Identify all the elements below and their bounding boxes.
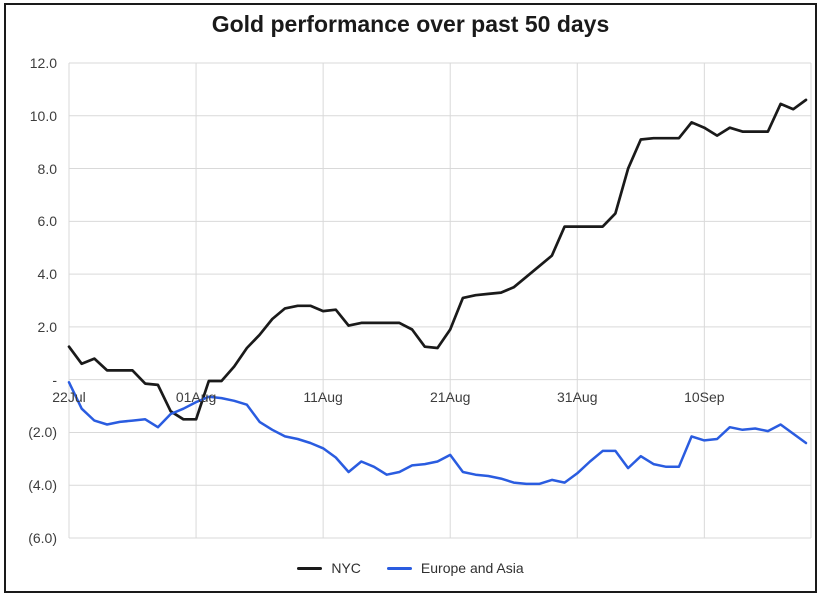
x-axis-label: 21Aug [429,388,471,405]
y-axis-label: 6.0 [37,213,57,230]
x-axis-label: 22Jul [52,388,86,405]
y-axis-label: 12.0 [29,55,57,71]
x-axis-label: 01Aug [175,388,217,405]
series-line-europe-and-asia [67,381,808,486]
series-line-nyc [67,98,808,421]
y-axis-label: (2.0) [28,424,57,441]
x-axis-label: 11Aug [303,388,343,405]
legend-item-europe-asia: Europe and Asia [386,560,524,576]
x-axis-label: 31Aug [557,388,598,405]
y-axis-label: 8.0 [37,160,57,177]
nyc-line-swatch-icon [297,566,323,570]
y-axis-label: (6.0) [28,530,57,546]
legend-item-nyc: NYC [297,560,361,576]
y-axis-label: 4.0 [37,266,57,283]
legend-label-nyc: NYC [331,560,361,576]
europe-asia-line-swatch-icon [386,566,412,570]
x-axis-label: 10Sep [684,388,725,405]
legend-label-europe-asia: Europe and Asia [420,560,524,576]
y-axis-label: 10.0 [29,107,57,124]
y-axis-label: - [52,371,57,388]
y-axis-label: (4.0) [28,477,57,494]
legend: NYC Europe and Asia [0,560,821,576]
y-axis-label: 2.0 [37,318,57,335]
chart-title: Gold performance over past 50 days [211,11,610,37]
